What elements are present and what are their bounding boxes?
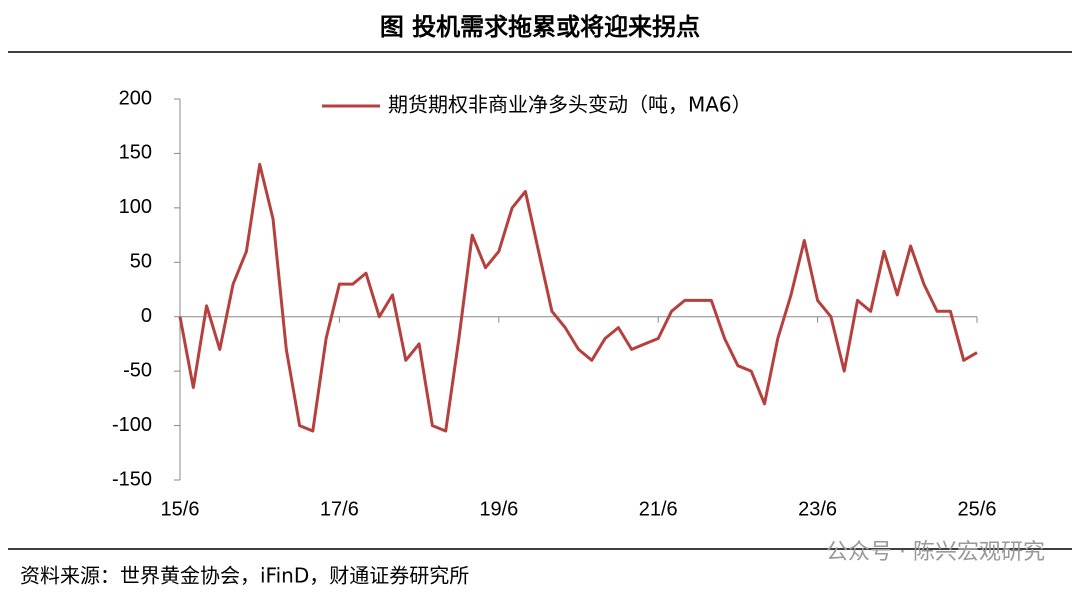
y-tick-label: -150 xyxy=(112,468,152,490)
y-tick-label: 100 xyxy=(119,196,152,218)
x-tick-label: 19/6 xyxy=(479,498,518,520)
chart-title: 图 投机需求拖累或将迎来拐点 xyxy=(380,13,700,41)
y-tick-label: 50 xyxy=(130,251,152,273)
legend-label: 期货期权非商业净多头变动（吨，MA6） xyxy=(388,93,752,117)
source: 资料来源：世界黄金协会，iFinD，财通证券研究所 xyxy=(20,564,469,588)
x-tick-label: 15/6 xyxy=(161,498,200,520)
x-tick-label: 17/6 xyxy=(320,498,359,520)
y-tick-label: 200 xyxy=(119,87,152,109)
y-tick-label: 150 xyxy=(119,142,152,164)
y-tick-label: -100 xyxy=(112,414,152,436)
x-tick-label: 25/6 xyxy=(958,498,997,520)
x-tick-label: 23/6 xyxy=(798,498,837,520)
y-tick-label: 0 xyxy=(141,305,152,327)
series-line xyxy=(178,162,978,433)
x-tick-label: 21/6 xyxy=(639,498,678,520)
y-tick-label: -50 xyxy=(123,359,152,381)
watermark: 公众号 · 陈兴宏观研究 xyxy=(826,540,1045,565)
